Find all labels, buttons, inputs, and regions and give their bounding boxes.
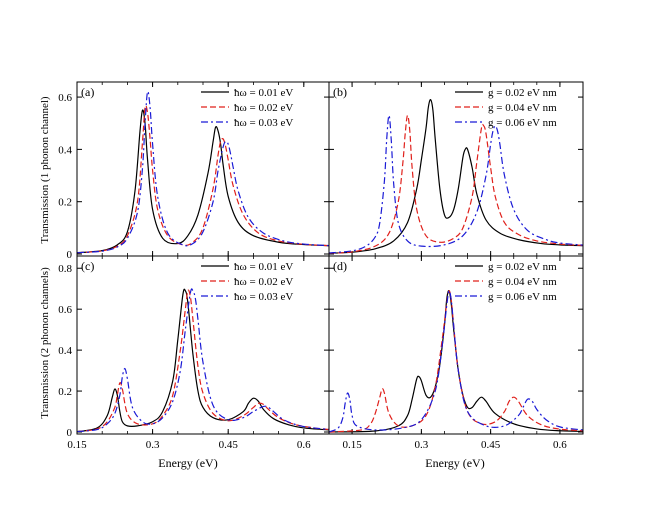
panel-c-xtick-label: 0.3 <box>146 439 160 451</box>
panel-c-series-3-line <box>77 288 329 433</box>
panel-d-legend-1-label: g = 0.02 eV nm <box>488 261 557 273</box>
panel-d-frame <box>328 255 584 435</box>
y-axis-label-top: Transmission (1 phonon channel) <box>39 96 51 244</box>
x-axis-label-left: Energy (eV) <box>158 456 217 470</box>
panel-d-series-1-line <box>329 289 583 433</box>
panel-c-series-2-line <box>77 289 329 433</box>
panel-d-tag: (d) <box>333 259 347 273</box>
panel-d-series-2-line <box>329 290 583 433</box>
panel-d-xtick-label: 0.3 <box>414 439 428 451</box>
panel-c-tag: (c) <box>81 259 94 273</box>
panel-b-series-3-line <box>329 114 583 254</box>
panel-a-ytick-label: 0.6 <box>58 92 72 104</box>
panel-c-legend-3-label: ħω = 0.03 eV <box>234 291 293 303</box>
panel-a-series-1-line <box>77 109 329 254</box>
panel-a-series-2-line <box>77 104 329 254</box>
panel-b-legend-1-label: g = 0.02 eV nm <box>488 87 557 99</box>
panel-c-xtick-label: 0.6 <box>297 439 311 451</box>
panel-a-ytick-label: 0 <box>67 249 73 261</box>
panel-a-ytick-label: 0.2 <box>58 197 72 209</box>
x-axis-label-right: Energy (eV) <box>425 456 484 470</box>
panel-d: 0.15 0.3 0.45 0.6 g = 0.02 eV nm g = 0.04 eV … <box>328 255 584 451</box>
y-axis-label-bottom: Transmission (2 phonon channels) <box>39 267 51 419</box>
panel-c-legend-1-label: ħω = 0.01 eV <box>234 261 293 273</box>
panel-c: 0 0.2 0.4 0.6 0.8 0.15 0.3 0.45 0.6 ħω = 0.01 eV ħ… <box>58 255 330 451</box>
panel-c-legend-2-label: ħω = 0.02 eV <box>234 276 293 288</box>
panel-a-legend-2-label: ħω = 0.02 eV <box>234 102 293 114</box>
panel-a: 0 0.2 0.4 0.6 ħω = 0.01 eV ħω = 0.02 eV ħω = 0… <box>58 81 330 261</box>
panel-d-xtick-label: 0.15 <box>342 439 362 451</box>
panel-c-ytick-label: 0.6 <box>58 304 72 316</box>
panel-b-legend-3-label: g = 0.06 eV nm <box>488 117 557 129</box>
panel-c-xtick-label: 0.15 <box>67 439 87 451</box>
panel-c-ytick-label: 0.4 <box>58 345 72 357</box>
panel-c-ytick-label: 0 <box>67 427 73 439</box>
panel-a-legend-3-label: ħω = 0.03 eV <box>234 117 293 129</box>
panel-c-series-1-line <box>77 288 329 433</box>
panel-b-series-2-line <box>329 114 583 254</box>
panel-d-xtick-label: 0.6 <box>553 439 567 451</box>
panel-a-legend-1-label: ħω = 0.01 eV <box>234 87 293 99</box>
panel-c-ytick-label: 0.8 <box>58 263 72 275</box>
panel-d-legend-3-label: g = 0.06 eV nm <box>488 291 557 303</box>
panel-d-series-3-line <box>329 290 583 433</box>
panel-d-xtick-label: 0.45 <box>481 439 501 451</box>
panel-a-ytick-label: 0.4 <box>58 144 72 156</box>
panel-b-series-1-line <box>329 99 583 254</box>
panel-b-legend-2-label: g = 0.04 eV nm <box>488 102 557 114</box>
panel-b-tag: (b) <box>333 85 347 99</box>
panel-b: g = 0.02 eV nm g = 0.04 eV nm g = 0.06 eV … <box>328 81 584 257</box>
panel-c-ytick-label: 0.2 <box>58 386 72 398</box>
panel-a-tag: (a) <box>81 85 94 99</box>
panel-d-legend-2-label: g = 0.04 eV nm <box>488 276 557 288</box>
panel-c-xtick-label: 0.45 <box>219 439 239 451</box>
panel-a-series-3-line <box>77 90 329 254</box>
